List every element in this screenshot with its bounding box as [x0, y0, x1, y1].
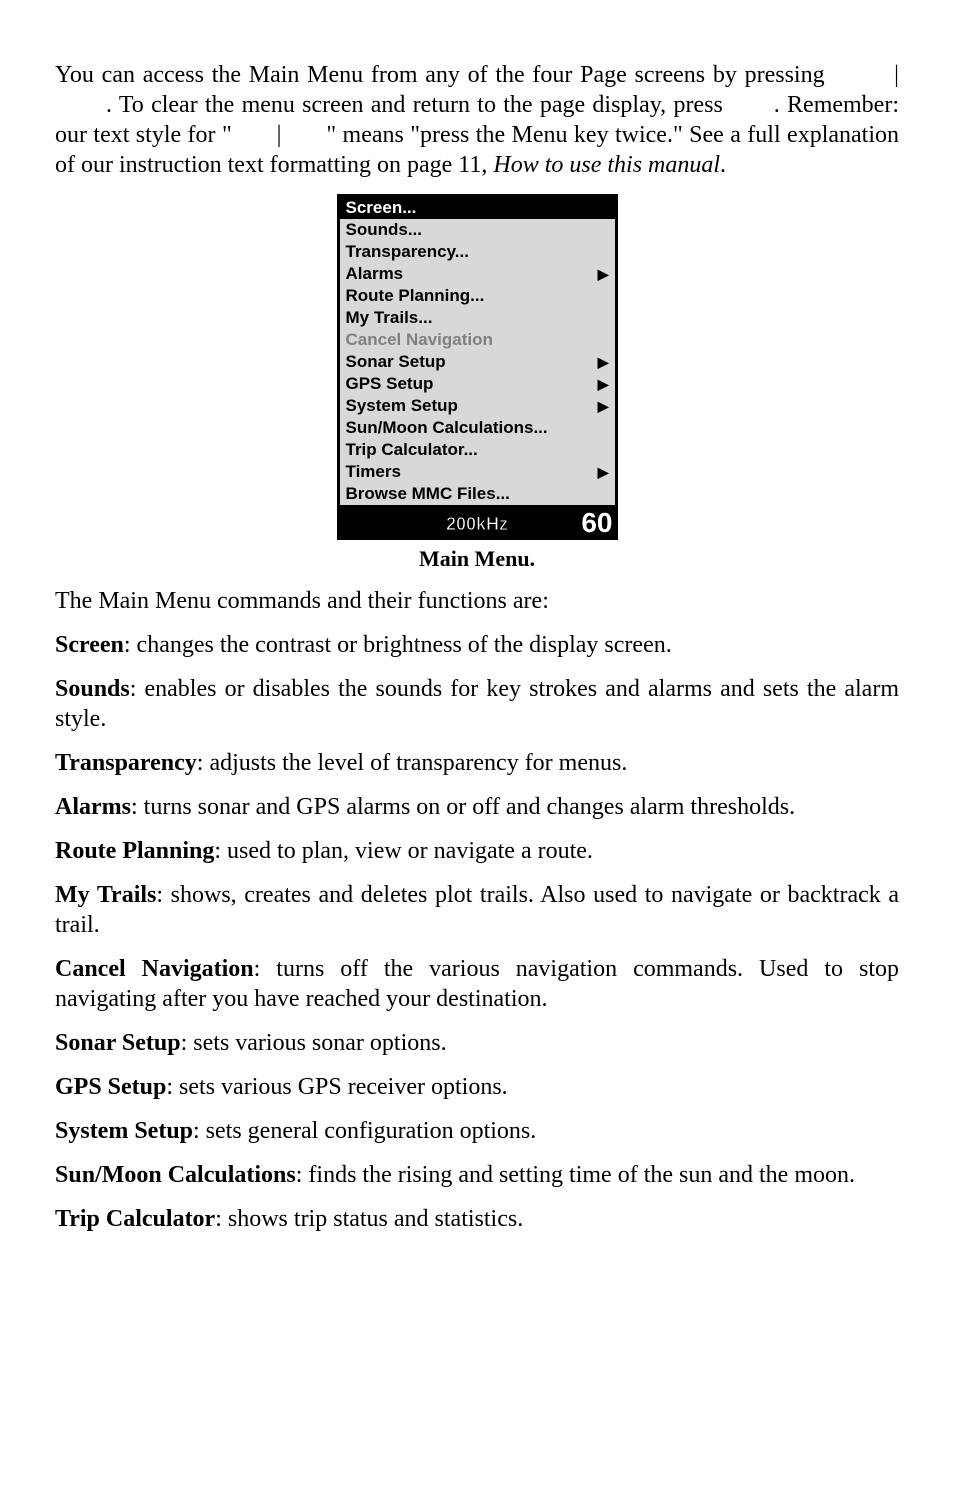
- menu-item: My Trails...: [340, 307, 615, 329]
- desc: : enables or disables the sounds for key…: [55, 676, 899, 732]
- menu-item: Alarms ▶: [340, 263, 615, 285]
- desc: : shows, creates and deletes plot trails…: [55, 882, 899, 938]
- intro-italic: How to use this manual: [493, 152, 720, 178]
- menu-list: Screen...Sounds...Transparency...Alarms ▶…: [340, 197, 615, 505]
- term: Sounds: [55, 676, 130, 702]
- item-trip: Trip Calculator: shows trip status and s…: [55, 1204, 899, 1234]
- menu-item-label: GPS Setup: [346, 374, 434, 394]
- menu-item-label: System Setup: [346, 396, 458, 416]
- menu-item: System Setup ▶: [340, 395, 615, 417]
- footer-khz: 200kHz: [446, 514, 508, 535]
- intro-paragraph: You can access the Main Menu from any of…: [55, 60, 899, 180]
- term: Route Planning: [55, 838, 214, 864]
- menu-item: Screen...: [340, 197, 615, 219]
- menu-item: Trip Calculator...: [340, 439, 615, 461]
- submenu-arrow-icon: ▶: [598, 398, 609, 415]
- menu-item-label: Route Planning...: [346, 286, 485, 306]
- menu-item-label: Screen...: [346, 198, 417, 218]
- desc: : finds the rising and setting time of t…: [296, 1162, 855, 1188]
- page: You can access the Main Menu from any of…: [0, 0, 954, 1487]
- desc: : sets various GPS receiver options.: [166, 1074, 507, 1100]
- term: My Trails: [55, 882, 156, 908]
- submenu-arrow-icon: ▶: [598, 354, 609, 371]
- item-route: Route Planning: used to plan, view or na…: [55, 836, 899, 866]
- menu-item-label: Browse MMC Files...: [346, 484, 510, 504]
- menu-footer: 200kHz 60: [340, 505, 615, 537]
- item-gps: GPS Setup: sets various GPS receiver opt…: [55, 1072, 899, 1102]
- item-sunmoon: Sun/Moon Calculations: finds the rising …: [55, 1160, 899, 1190]
- desc: : used to plan, view or navigate a route…: [214, 838, 593, 864]
- desc: : adjusts the level of transparency for …: [197, 750, 628, 776]
- item-cancel: Cancel Navigation: turns off the various…: [55, 954, 899, 1014]
- figure: Screen...Sounds...Transparency...Alarms ▶…: [55, 194, 899, 572]
- menu-item-label: Sounds...: [346, 220, 423, 240]
- footer-depth: 60: [581, 507, 612, 539]
- menu-item: Transparency...: [340, 241, 615, 263]
- term: Screen: [55, 632, 124, 658]
- intro-text: You can access the Main Menu from any of…: [55, 62, 899, 178]
- item-trails: My Trails: shows, creates and deletes pl…: [55, 880, 899, 940]
- submenu-arrow-icon: ▶: [598, 266, 609, 283]
- term: Trip Calculator: [55, 1206, 215, 1232]
- menu-item: Route Planning...: [340, 285, 615, 307]
- item-transparency: Transparency: adjusts the level of trans…: [55, 748, 899, 778]
- term: Sonar Setup: [55, 1030, 181, 1056]
- commands-intro: The Main Menu commands and their functio…: [55, 586, 899, 616]
- intro-end: .: [720, 152, 726, 178]
- menu-item-label: Alarms: [346, 264, 404, 284]
- desc: : sets various sonar options.: [181, 1030, 447, 1056]
- menu-item-label: Timers: [346, 462, 401, 482]
- desc: : turns sonar and GPS alarms on or off a…: [131, 794, 795, 820]
- menu-item: Cancel Navigation: [340, 329, 615, 351]
- item-sonar: Sonar Setup: sets various sonar options.: [55, 1028, 899, 1058]
- menu-item-label: My Trails...: [346, 308, 433, 328]
- term: GPS Setup: [55, 1074, 166, 1100]
- menu-item-label: Transparency...: [346, 242, 469, 262]
- menu-item-label: Sonar Setup: [346, 352, 446, 372]
- term: Alarms: [55, 794, 131, 820]
- item-system: System Setup: sets general configuration…: [55, 1116, 899, 1146]
- term: Sun/Moon Calculations: [55, 1162, 296, 1188]
- menu-item: Sounds...: [340, 219, 615, 241]
- submenu-arrow-icon: ▶: [598, 464, 609, 481]
- submenu-arrow-icon: ▶: [598, 376, 609, 393]
- menu-item: Sun/Moon Calculations...: [340, 417, 615, 439]
- item-screen: Screen: changes the contrast or brightne…: [55, 630, 899, 660]
- menu-item-label: Trip Calculator...: [346, 440, 478, 460]
- item-alarms: Alarms: turns sonar and GPS alarms on or…: [55, 792, 899, 822]
- term: Transparency: [55, 750, 197, 776]
- term: System Setup: [55, 1118, 193, 1144]
- menu-item-label: Sun/Moon Calculations...: [346, 418, 548, 438]
- desc: : shows trip status and statistics.: [215, 1206, 523, 1232]
- menu-screenshot: Screen...Sounds...Transparency...Alarms ▶…: [337, 194, 618, 540]
- menu-item: Sonar Setup ▶: [340, 351, 615, 373]
- menu-item: Timers ▶: [340, 461, 615, 483]
- desc: : changes the contrast or brightness of …: [124, 632, 672, 658]
- item-sounds: Sounds: enables or disables the sounds f…: [55, 674, 899, 734]
- menu-item: Browse MMC Files...: [340, 483, 615, 505]
- desc: : sets general configuration options.: [193, 1118, 536, 1144]
- menu-item-label: Cancel Navigation: [346, 330, 493, 350]
- menu-item: GPS Setup ▶: [340, 373, 615, 395]
- figure-caption: Main Menu.: [55, 546, 899, 572]
- term: Cancel Navigation: [55, 956, 254, 982]
